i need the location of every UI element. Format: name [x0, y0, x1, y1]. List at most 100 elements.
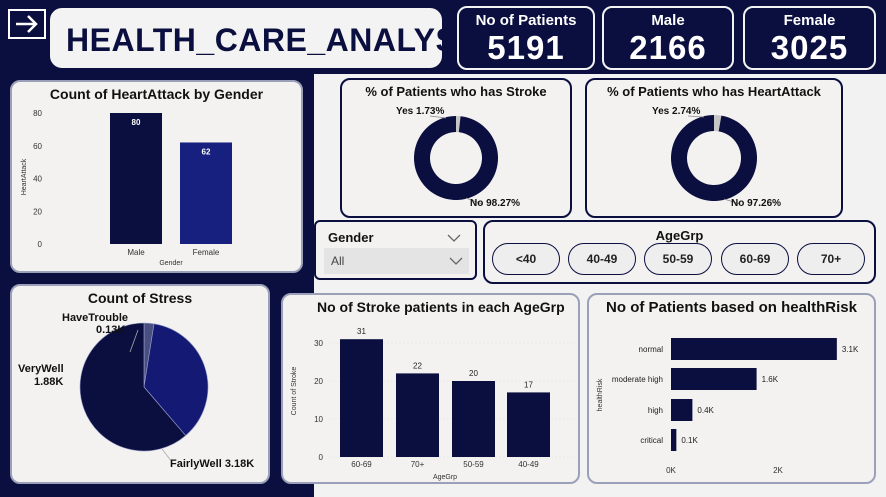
y-tick-label: 30	[314, 339, 323, 348]
y-tick-label: 60	[33, 142, 42, 151]
agegrp-option-40-49[interactable]: 40-49	[568, 243, 636, 275]
healthrisk-chart: normal 3.1K moderate high 1.6K high 0.4K criti…	[597, 338, 859, 475]
stress-pie-chart	[79, 322, 209, 463]
data-label: 3.1K	[842, 345, 859, 354]
kpi-label: No of Patients	[475, 12, 577, 29]
x-tick-label: 0K	[666, 466, 676, 475]
stroke-agegrp-card: No of Stroke patients in each AgeGrp 0 10…	[281, 293, 580, 484]
y-axis-title: healthRisk	[597, 378, 604, 411]
kpi-label: Male	[651, 12, 685, 29]
y-axis-title: Count of Stroke	[291, 367, 298, 416]
bar-female	[180, 142, 232, 244]
data-label: 20	[469, 369, 478, 378]
data-label: 31	[357, 327, 366, 336]
data-label: 80	[132, 118, 141, 127]
chart-title: Count of HeartAttack by Gender	[49, 86, 264, 102]
chevron-down-icon[interactable]	[447, 234, 461, 242]
x-axis-title: AgeGrp	[433, 474, 457, 481]
slice-no	[413, 116, 498, 200]
verywell-value: 1.88K	[34, 376, 64, 388]
agegrp-option-70plus[interactable]: 70+	[797, 243, 865, 275]
y-tick-label: critical	[640, 436, 663, 445]
stroke-agegrp-chart: 0 10 20 30 Count of Stroke 31 60-69 22 70+ 20 50-5…	[291, 327, 573, 481]
havetrouble-value: 0.13K	[96, 324, 126, 336]
slice-fairlywell	[79, 322, 187, 452]
chart-title: Count of Stress	[87, 290, 193, 306]
bar-agegrp	[396, 373, 439, 457]
leader-line	[465, 197, 483, 205]
bar-healthrisk	[671, 368, 757, 390]
data-label: 62	[202, 147, 211, 156]
gender-selected-value: All	[331, 254, 345, 268]
chevron-down-icon	[449, 257, 463, 265]
agegrp-slicer-label: AgeGrp	[655, 228, 704, 243]
chart-title: % of Patients who has HeartAttack	[607, 84, 821, 99]
y-tick-label: 0	[38, 240, 43, 249]
fairlywell-label: FairlyWell 3.18K	[170, 458, 255, 470]
bar-male	[110, 113, 162, 244]
agegrp-option-under40[interactable]: <40	[492, 243, 560, 275]
data-label: 17	[524, 380, 533, 389]
heartattack-donut-card: % of Patients who has HeartAttack Yes 2.…	[585, 78, 843, 218]
kpi-male: Male 2166	[602, 6, 734, 70]
y-tick-label: 40	[33, 175, 42, 184]
gender-dropdown[interactable]: All	[324, 248, 469, 274]
gender-slicer-label: Gender	[328, 230, 374, 245]
kpi-label: Female	[783, 12, 836, 29]
y-tick-label: high	[648, 406, 663, 415]
leader-line	[429, 115, 447, 119]
kpi-value: 2166	[629, 29, 707, 66]
dashboard-title: HEALTH_CARE_ANALYSIS	[66, 22, 489, 58]
x-tick-label: 70+	[411, 460, 425, 469]
chart-title: % of Patients who has Stroke	[365, 84, 547, 99]
y-tick-label: 20	[33, 207, 42, 216]
x-tick-label: 50-59	[463, 460, 484, 469]
y-tick-label: moderate high	[612, 375, 663, 384]
heartattack-gender-chart: 0 20 40 60 80 HeartAttack 80 Male 62 Female Gender	[21, 109, 232, 267]
agegrp-option-50-59[interactable]: 50-59	[644, 243, 712, 275]
havetrouble-label: HaveTrouble	[62, 312, 129, 324]
bar-healthrisk	[671, 429, 677, 451]
stroke-no-label: No 98.27%	[470, 198, 521, 209]
bar-healthrisk	[671, 338, 837, 360]
bar-agegrp	[507, 392, 550, 457]
heartattack-donut-chart	[671, 115, 757, 205]
slice-yes	[714, 115, 722, 132]
back-arrow-button[interactable]	[8, 9, 46, 39]
x-axis-title: Gender	[159, 260, 183, 267]
leader-line	[723, 198, 741, 205]
bar-agegrp	[452, 381, 495, 457]
dashboard-title-card: HEALTH_CARE_ANALYSIS	[48, 6, 488, 70]
y-tick-label: 10	[314, 415, 323, 424]
stroke-yes-label: Yes 1.73%	[396, 106, 445, 117]
data-label: 0.4K	[697, 406, 714, 415]
kpi-value: 3025	[770, 29, 849, 66]
agegrp-option-60-69[interactable]: 60-69	[721, 243, 789, 275]
arrow-right-icon	[16, 15, 38, 33]
y-axis-title: HeartAttack	[21, 158, 28, 195]
x-tick-label: 60-69	[351, 460, 372, 469]
stress-card: Count of Stress HaveTrouble 0.13K VeryWe…	[10, 284, 270, 484]
chart-title: No of Stroke patients in each AgeGrp	[317, 299, 565, 315]
leader-line	[161, 448, 173, 463]
leader-line	[129, 329, 139, 353]
leader-line	[687, 115, 705, 118]
kpi-female: Female 3025	[743, 6, 876, 70]
x-tick-label: 40-49	[518, 460, 539, 469]
y-tick-label: normal	[639, 345, 664, 354]
heartattack-no-label: No 97.26%	[731, 198, 782, 209]
y-tick-label: 20	[314, 377, 323, 386]
y-tick-label: 0	[319, 453, 324, 462]
stroke-donut-card: % of Patients who has Stroke Yes 1.73% N…	[340, 78, 572, 218]
data-label: 1.6K	[762, 375, 779, 384]
data-label: 22	[413, 361, 422, 370]
stroke-donut-chart	[413, 115, 498, 205]
x-tick-label: Male	[127, 248, 145, 257]
verywell-label: VeryWell	[18, 363, 64, 375]
healthrisk-card: No of Patients based on healthRisk norma…	[587, 293, 876, 484]
heartattack-gender-card: Count of HeartAttack by Gender 0 20 40 60 80…	[10, 80, 303, 273]
slice-yes	[456, 116, 461, 133]
y-tick-label: 80	[33, 109, 42, 118]
bar-healthrisk	[671, 399, 693, 421]
data-label: 0.1K	[681, 436, 698, 445]
